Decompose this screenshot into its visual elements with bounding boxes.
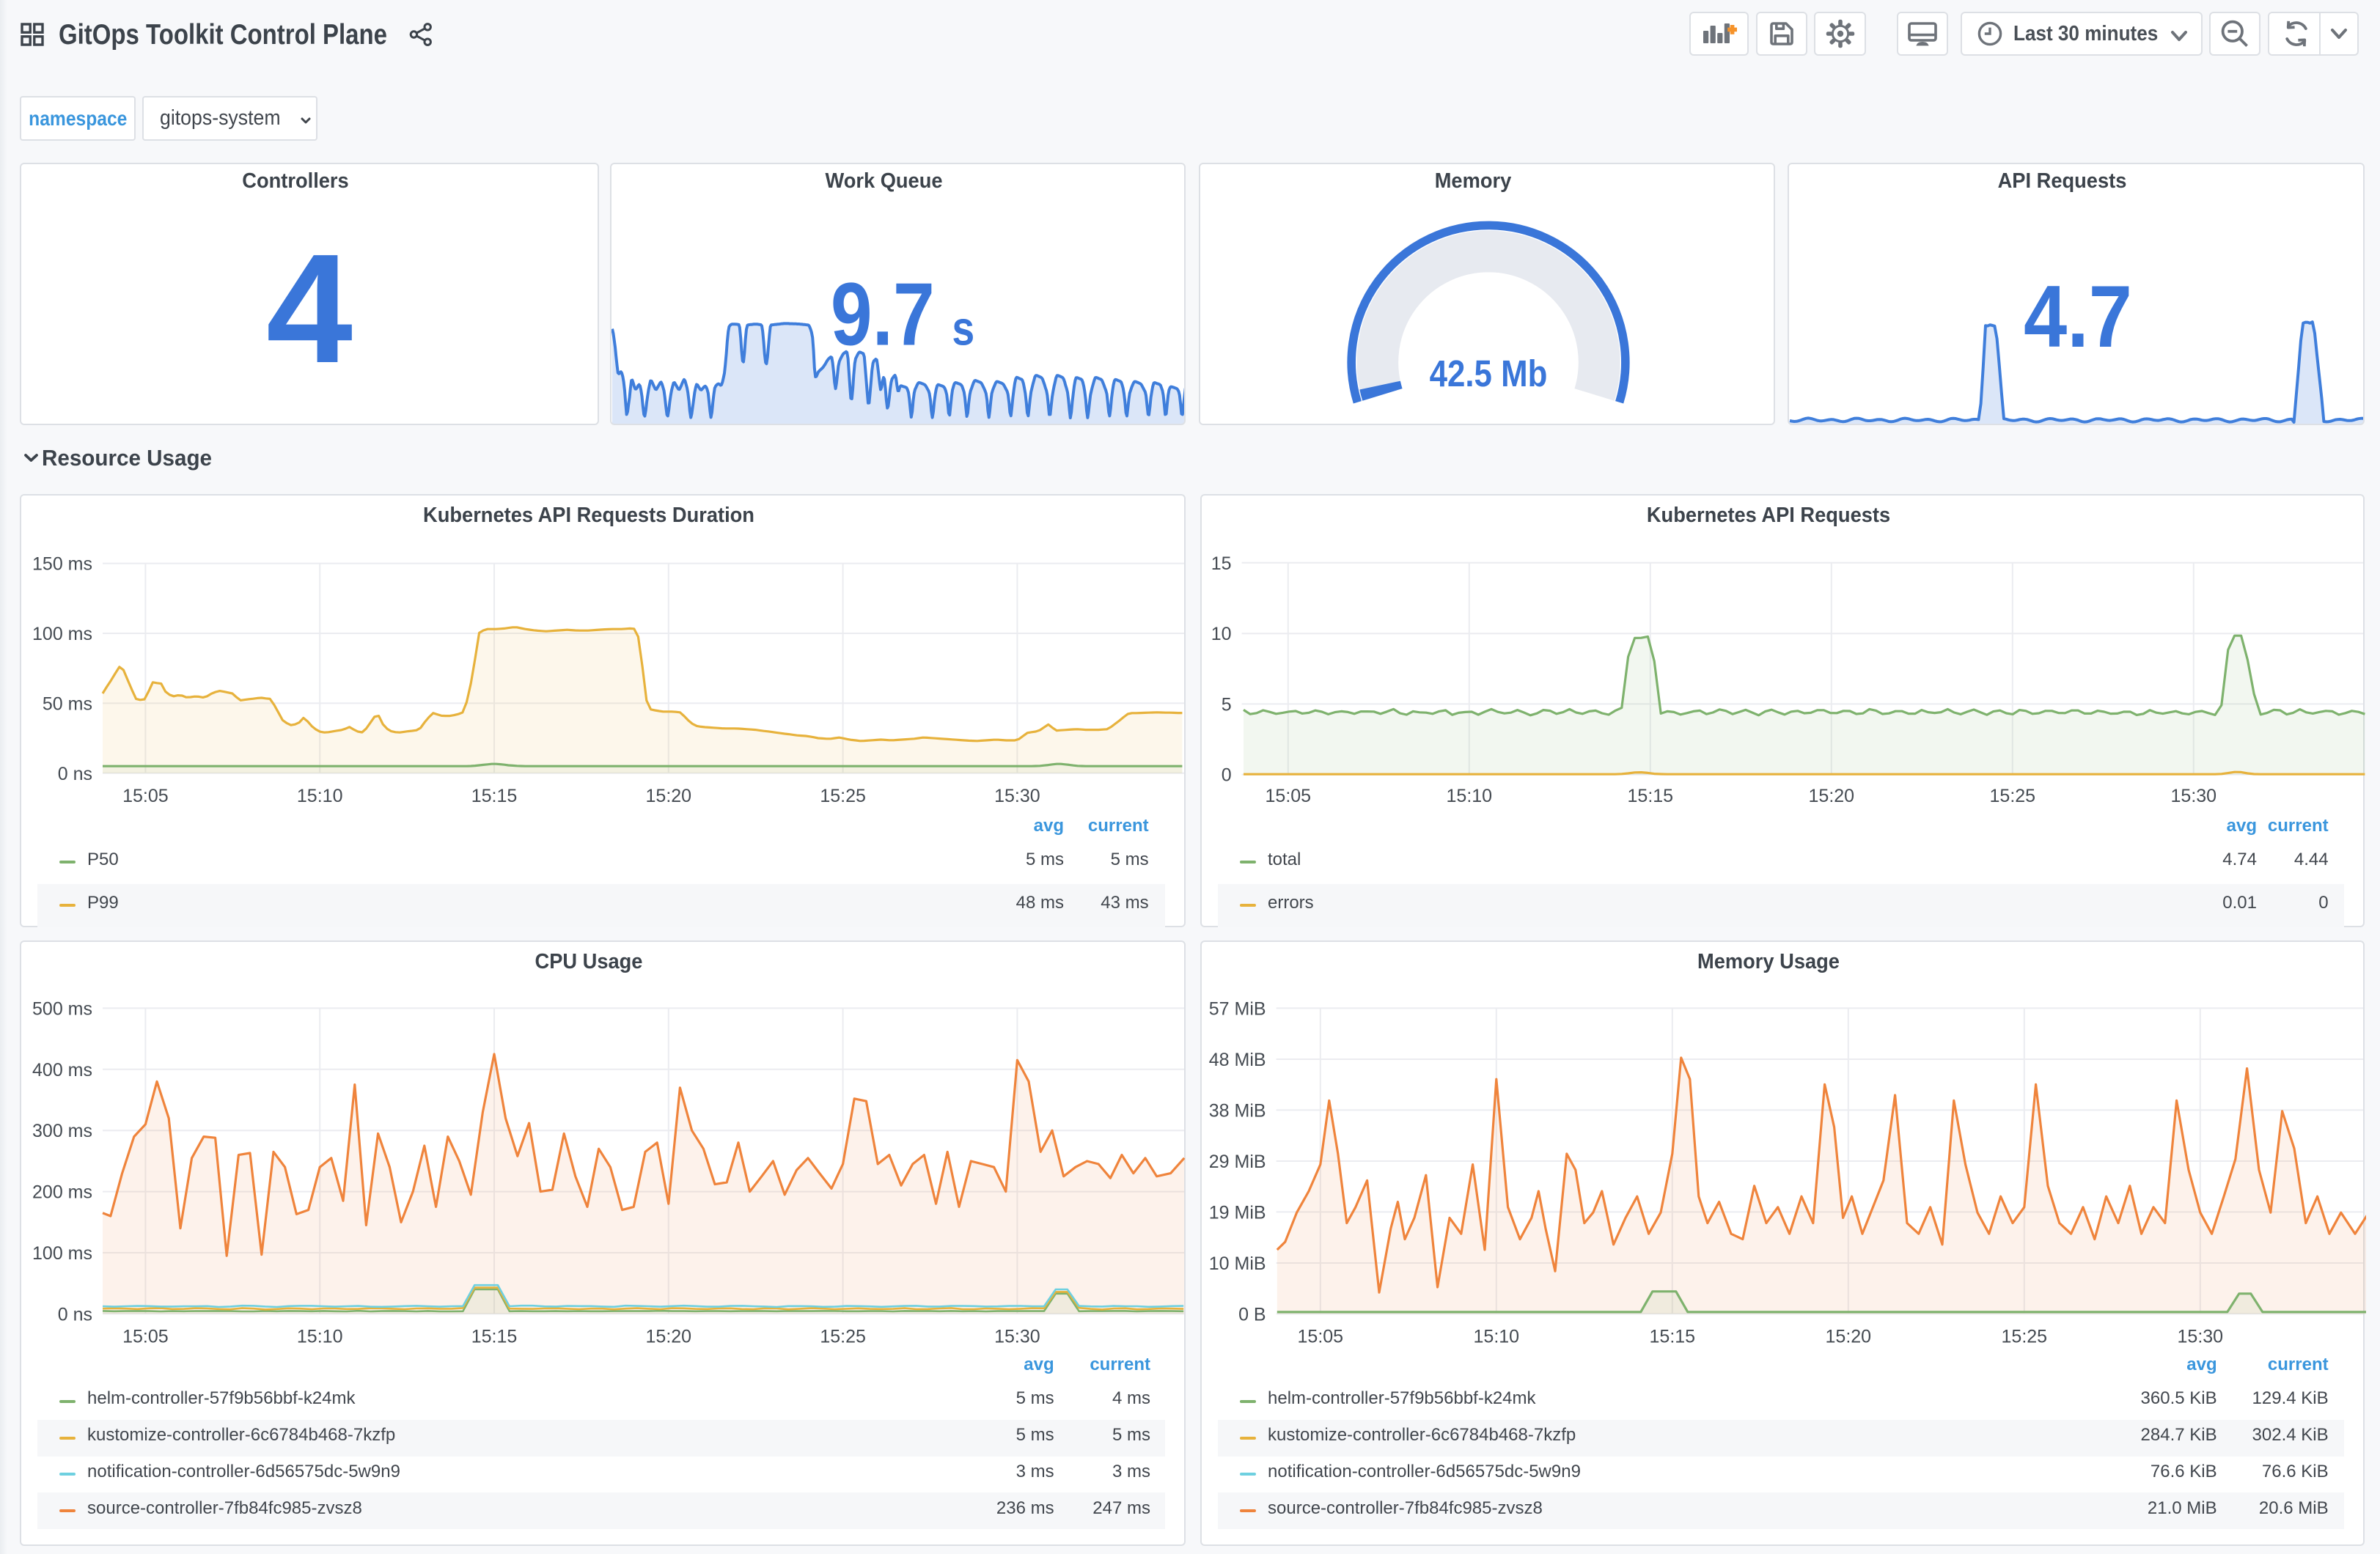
svg-text:5: 5	[1222, 694, 1232, 715]
svg-text:15:10: 15:10	[297, 786, 343, 806]
svg-text:10: 10	[1211, 624, 1232, 644]
svg-text:15:30: 15:30	[994, 1327, 1040, 1347]
svg-text:15:05: 15:05	[1266, 786, 1312, 806]
svg-text:15:30: 15:30	[994, 786, 1040, 806]
svg-text:15:10: 15:10	[297, 1327, 343, 1347]
svg-text:15:10: 15:10	[1447, 786, 1493, 806]
svg-text:0 ns: 0 ns	[58, 764, 92, 784]
svg-text:15:25: 15:25	[820, 1327, 866, 1347]
svg-text:48 MiB: 48 MiB	[1209, 1050, 1266, 1070]
svg-text:15:20: 15:20	[1826, 1327, 1872, 1347]
svg-text:57 MiB: 57 MiB	[1209, 998, 1266, 1019]
svg-text:15:25: 15:25	[2002, 1327, 2048, 1347]
svg-text:15:10: 15:10	[1474, 1327, 1520, 1347]
svg-text:15:05: 15:05	[122, 1327, 169, 1347]
svg-text:29 MiB: 29 MiB	[1209, 1152, 1266, 1172]
svg-text:15:20: 15:20	[1809, 786, 1855, 806]
svg-text:15:05: 15:05	[1298, 1327, 1344, 1347]
svg-text:15:25: 15:25	[820, 786, 866, 806]
svg-text:15:05: 15:05	[122, 786, 169, 806]
svg-text:15:15: 15:15	[1628, 786, 1674, 806]
svg-text:100 ms: 100 ms	[32, 624, 92, 644]
svg-text:50 ms: 50 ms	[43, 693, 92, 714]
svg-text:15:30: 15:30	[2171, 786, 2217, 806]
svg-text:15:20: 15:20	[646, 786, 692, 806]
svg-text:400 ms: 400 ms	[32, 1060, 92, 1080]
svg-text:0 ns: 0 ns	[58, 1304, 92, 1325]
svg-text:15:15: 15:15	[471, 786, 518, 806]
svg-text:0 B: 0 B	[1238, 1304, 1266, 1325]
svg-text:15: 15	[1211, 553, 1232, 574]
svg-text:300 ms: 300 ms	[32, 1121, 92, 1141]
svg-text:15:15: 15:15	[471, 1327, 518, 1347]
svg-text:19 MiB: 19 MiB	[1209, 1202, 1266, 1223]
svg-text:0: 0	[1222, 765, 1232, 786]
svg-text:38 MiB: 38 MiB	[1209, 1100, 1266, 1121]
svg-text:15:20: 15:20	[646, 1327, 692, 1347]
svg-text:100 ms: 100 ms	[32, 1243, 92, 1264]
svg-text:200 ms: 200 ms	[32, 1182, 92, 1203]
svg-text:150 ms: 150 ms	[32, 554, 92, 575]
svg-text:15:15: 15:15	[1650, 1327, 1696, 1347]
svg-text:15:30: 15:30	[2178, 1327, 2224, 1347]
svg-text:15:25: 15:25	[1990, 786, 2036, 806]
svg-text:500 ms: 500 ms	[32, 998, 92, 1019]
svg-text:10 MiB: 10 MiB	[1209, 1253, 1266, 1274]
